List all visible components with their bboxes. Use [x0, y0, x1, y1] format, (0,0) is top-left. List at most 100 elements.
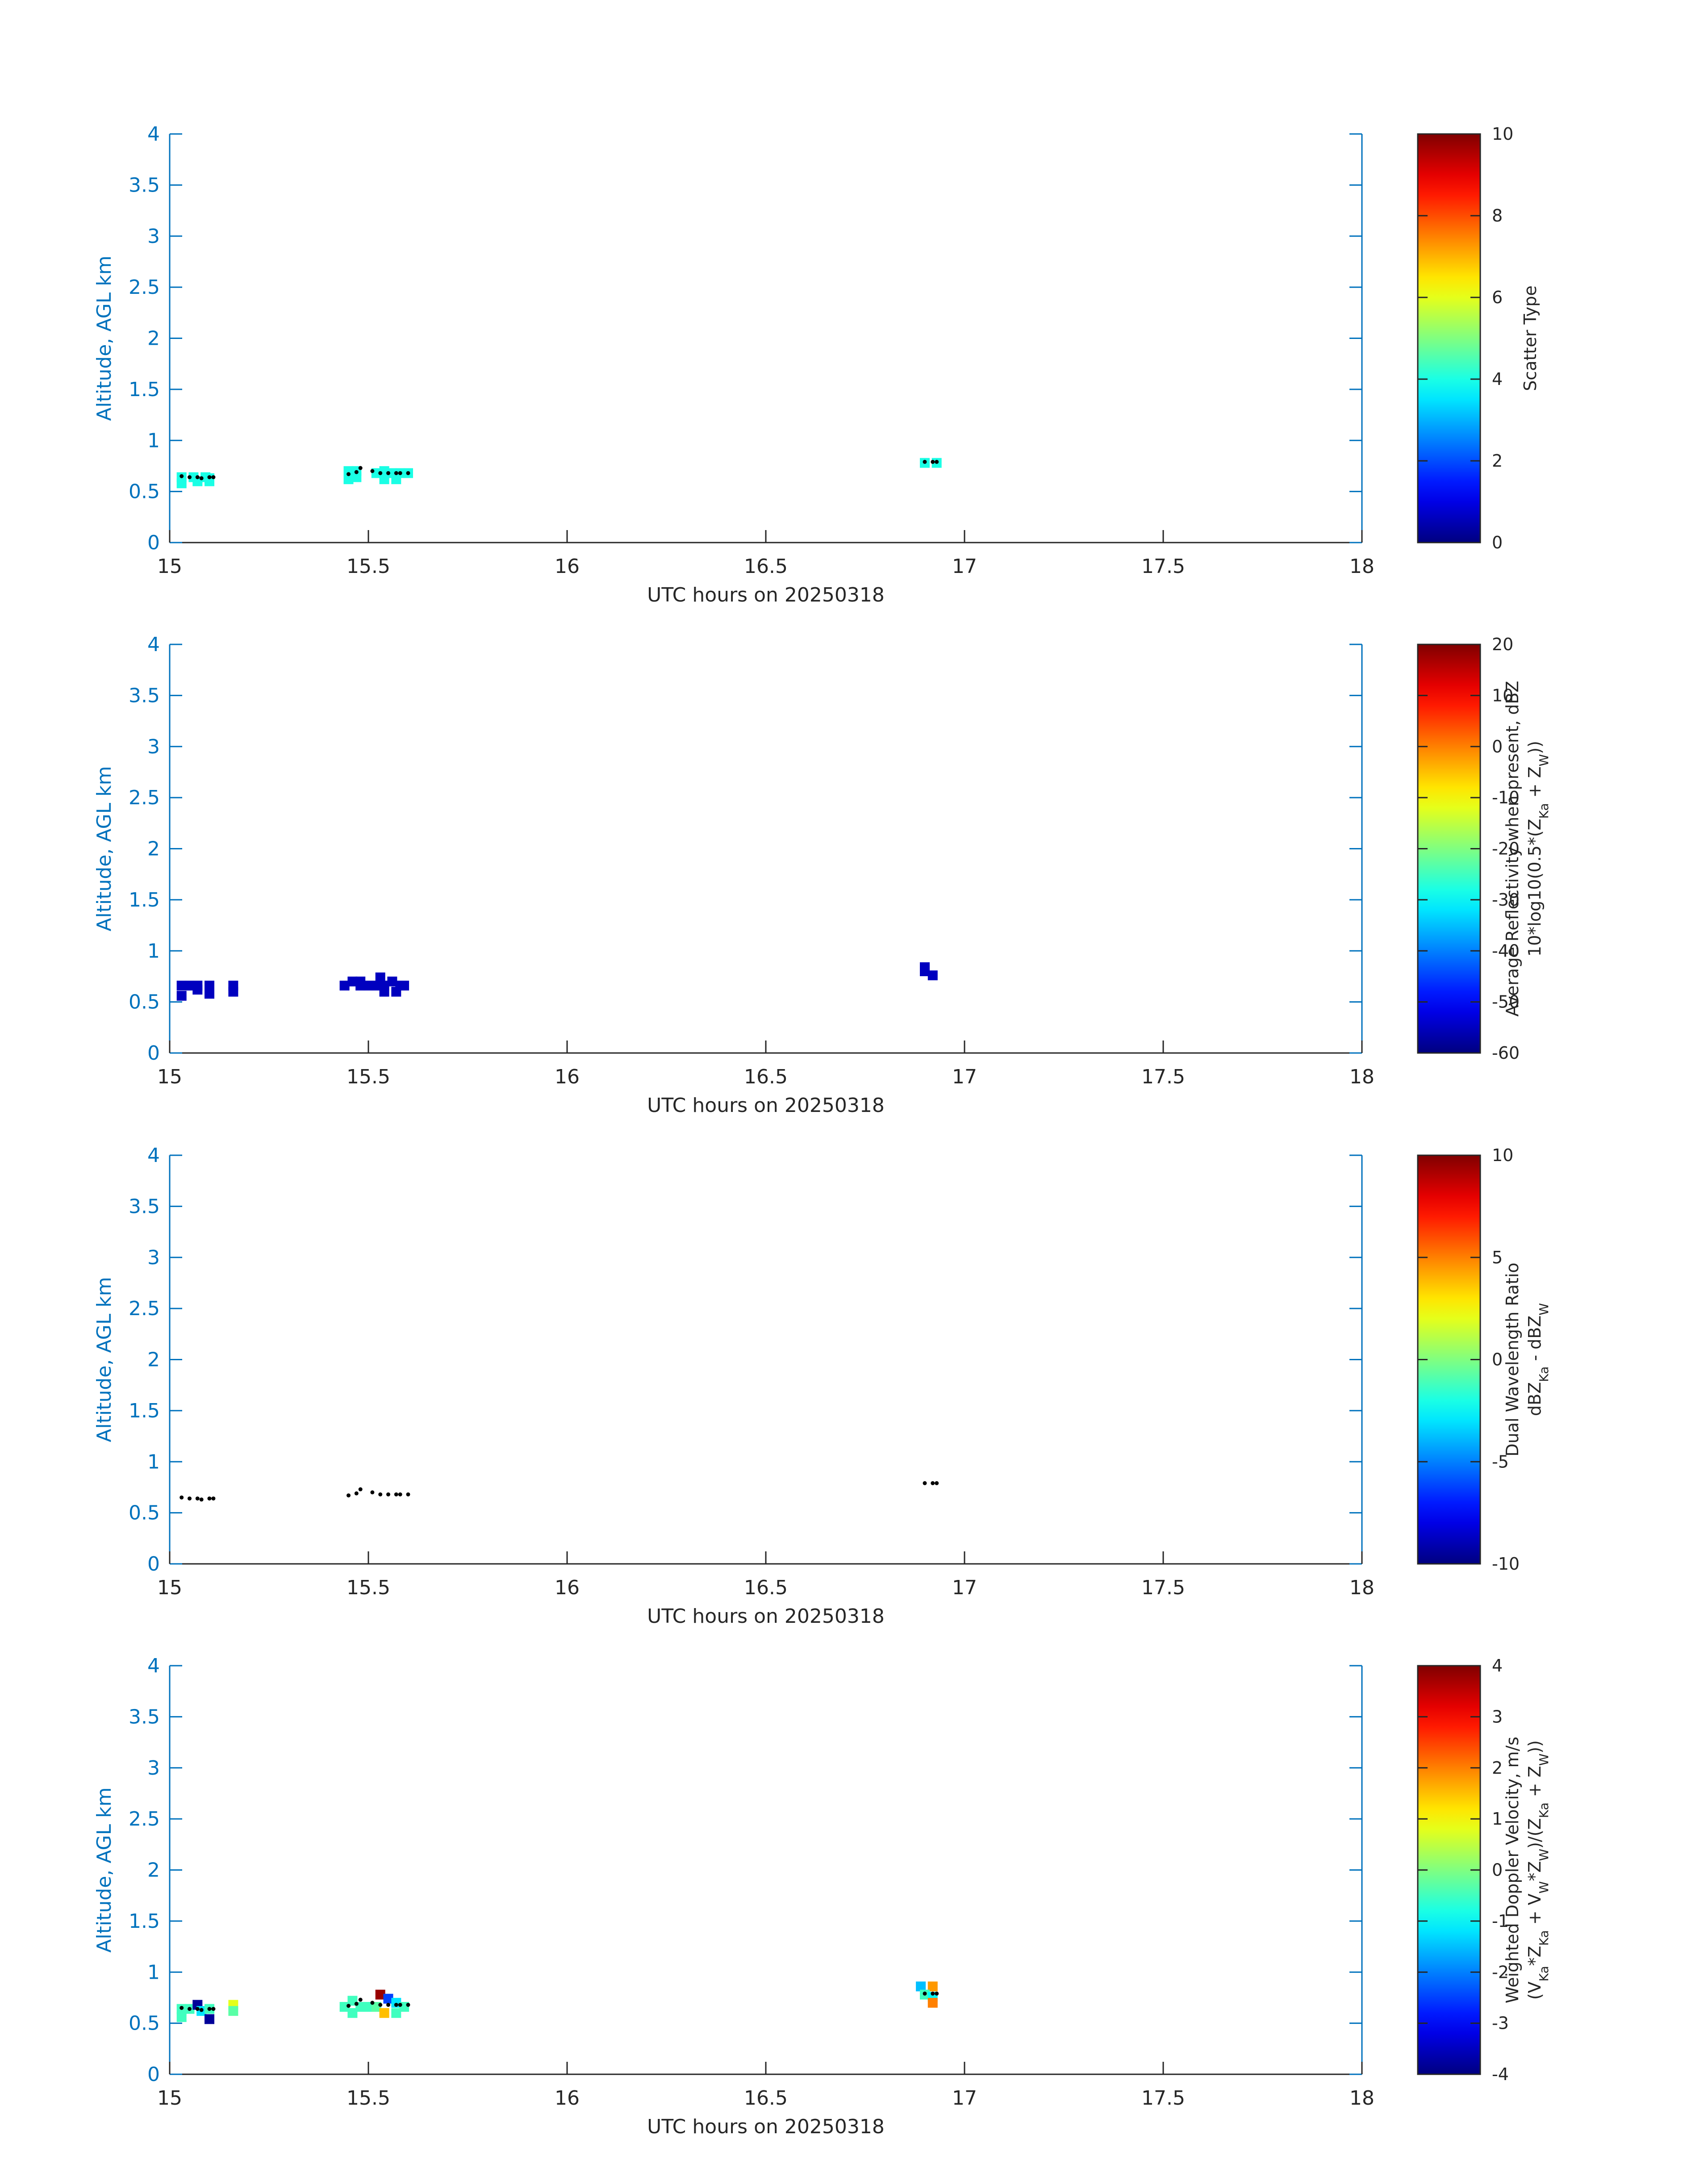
colorbar-tick-label: 2 — [1492, 1758, 1503, 1778]
data-point-marker — [347, 472, 351, 476]
y-tick-label: 1.5 — [129, 1910, 160, 1933]
y-tick-label: 3.5 — [129, 1195, 160, 1218]
data-point-marker — [394, 2002, 398, 2007]
heatmap-cell — [343, 466, 354, 476]
heatmap-cell — [205, 981, 214, 991]
colorbar-tick-label: 10 — [1492, 124, 1513, 144]
y-axis-label: Altitude, AGL km — [93, 1787, 116, 1952]
colorbar — [1417, 1154, 1481, 1565]
data-point-marker — [386, 1492, 390, 1496]
data-point-marker — [370, 2001, 375, 2005]
heatmap-cell — [205, 476, 214, 486]
heatmap-cell — [228, 986, 238, 997]
x-tick-label: 17 — [952, 1576, 977, 1599]
colorbar-tick-label: 5 — [1492, 1248, 1503, 1267]
data-point-marker — [180, 2006, 184, 2010]
y-tick-label: 2 — [147, 327, 160, 350]
data-point-marker — [398, 1492, 402, 1496]
y-tick-label: 3.5 — [129, 684, 160, 707]
colorbar-tick-label: -5 — [1492, 1452, 1509, 1471]
colorbar-tick-label: -20 — [1492, 839, 1520, 859]
x-tick-label: 17.5 — [1141, 1576, 1185, 1599]
colorbar-tick-label: 1 — [1492, 1809, 1503, 1829]
y-axis-label: Altitude, AGL km — [93, 1277, 116, 1442]
heatmap-cell — [371, 981, 381, 991]
x-tick-label: 17 — [952, 1066, 977, 1088]
colorbar-label: Average Reflectivity when present, dBZ — [1503, 681, 1522, 1017]
x-axis-label: UTC hours on 20250318 — [647, 1605, 885, 1628]
y-tick-label: 1 — [147, 1961, 160, 1984]
colorbar-tick-label: -4 — [1492, 2064, 1509, 2084]
chart-panel-2: 0 0.5 1 1.5 2 2.5 3 3.5 4 15 15.5 16 16.5 17 17.5 18 UTC… — [93, 633, 1551, 1117]
colorbar — [1417, 1665, 1481, 2075]
heatmap-cell — [379, 2008, 389, 2018]
data-point-marker — [211, 475, 216, 480]
heatmap-cell — [375, 972, 385, 982]
data-point-marker — [378, 1492, 383, 1496]
colorbar-tick-label: 20 — [1492, 635, 1513, 654]
heatmap-cell — [927, 1981, 938, 1992]
heatmap-cell — [391, 986, 401, 997]
y-tick-label: 3 — [147, 225, 160, 248]
data-point-marker — [354, 470, 359, 474]
x-tick-label: 15.5 — [347, 2087, 390, 2110]
data-point-marker — [199, 476, 204, 481]
x-tick-label: 15.5 — [347, 1066, 390, 1088]
data-point-marker — [180, 1495, 184, 1500]
colorbar-tick-label: -50 — [1492, 992, 1520, 1012]
y-tick-label: 4 — [147, 123, 160, 146]
heatmap-cell — [176, 990, 187, 1001]
data-point-marker — [207, 475, 212, 480]
colorbar-tick-label: -30 — [1492, 890, 1520, 910]
heatmap-cell — [920, 962, 930, 972]
y-axis-label: Altitude, AGL km — [93, 255, 116, 421]
colorbar-tick-label: -2 — [1492, 1962, 1509, 1982]
colorbar-tick-label: 0 — [1492, 1350, 1503, 1370]
x-tick-label: 16 — [555, 1066, 580, 1088]
heatmap-cell — [355, 981, 366, 991]
data-point-marker — [358, 466, 363, 470]
data-point-marker — [199, 2008, 204, 2012]
y-tick-label: 0 — [147, 2063, 160, 2086]
x-tick-label: 17.5 — [1141, 2087, 1185, 2110]
y-tick-label: 1 — [147, 1450, 160, 1473]
x-tick-label: 15.5 — [347, 1576, 390, 1599]
heatmap-cell — [363, 981, 373, 991]
heatmap-cell — [228, 2006, 238, 2016]
data-point-marker — [923, 460, 927, 464]
data-point-marker — [354, 1491, 359, 1496]
heatmap-cell — [343, 474, 354, 485]
y-tick-label: 0 — [147, 531, 160, 554]
x-axis-label: UTC hours on 20250318 — [647, 2115, 885, 2138]
heatmap-cell — [347, 976, 358, 986]
x-tick-label: 17.5 — [1141, 555, 1185, 578]
x-tick-label: 16.5 — [744, 2087, 788, 2110]
colorbar-tick-label: 0 — [1492, 533, 1503, 552]
data-point-marker — [923, 1481, 927, 1485]
data-point-marker — [406, 471, 410, 475]
x-tick-label: 17.5 — [1141, 1066, 1185, 1088]
heatmap-cell — [176, 2012, 187, 2022]
y-tick-label: 2.5 — [129, 1808, 160, 1830]
colorbar — [1417, 133, 1481, 543]
colorbar-tick-label: 4 — [1492, 369, 1503, 389]
x-tick-label: 15 — [157, 555, 182, 578]
colorbar-tick-label: 0 — [1492, 1860, 1503, 1880]
data-point-marker — [180, 474, 184, 478]
x-axis-label: UTC hours on 20250318 — [647, 1094, 885, 1117]
data-point-marker — [370, 469, 375, 473]
data-point-marker — [394, 1492, 398, 1496]
data-point-marker — [386, 2002, 390, 2007]
heatmap-cell — [927, 970, 938, 981]
y-tick-label: 2 — [147, 1859, 160, 1882]
y-tick-label: 1 — [147, 940, 160, 962]
y-tick-label: 2.5 — [129, 276, 160, 299]
heatmap-cell — [399, 981, 409, 991]
x-tick-label: 16 — [555, 2087, 580, 2110]
y-tick-label: 4 — [147, 633, 160, 656]
x-tick-label: 15 — [157, 1576, 182, 1599]
heatmap-cell — [176, 981, 187, 991]
data-point-marker — [207, 2007, 212, 2011]
chart-panel-4: 0 0.5 1 1.5 2 2.5 3 3.5 4 15 15.5 16 16.5 17 17.5 18 UTC… — [93, 1655, 1551, 2138]
